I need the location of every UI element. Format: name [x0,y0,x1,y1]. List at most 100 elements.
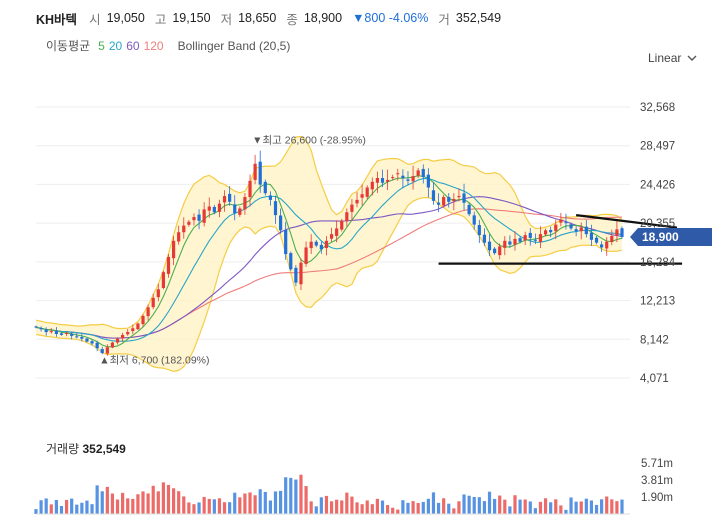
volume-bar [192,504,196,514]
volume-bar [161,482,165,514]
volume-bar [620,499,624,514]
bollinger-label[interactable]: Bollinger Band (20,5) [177,38,291,53]
volume-bar [64,499,69,514]
ma-60[interactable]: 60 [126,38,140,53]
volume-bar [518,499,522,514]
volume-bar [309,501,313,514]
candle-body [319,244,323,250]
volume-bar [289,477,293,514]
candle-body [90,341,94,344]
candle-body [126,332,130,335]
volume-tick-label: 1.90m [641,492,673,504]
volume-bar [584,498,588,514]
candle-body [70,333,74,336]
volume-bar [268,500,272,514]
volume-bar [263,491,267,514]
candle-body [391,177,395,179]
volume-bar [171,488,176,514]
volume-bar [90,504,94,514]
candle-body [34,326,38,328]
volume-bar [360,504,364,514]
candle-body [304,247,308,264]
volume-bar [121,492,125,514]
volume-bar [442,498,446,514]
candle-body [523,235,527,241]
candle-body [202,209,206,223]
candle-body [187,221,191,225]
volume-bar [314,506,318,514]
candle-body [477,225,481,236]
volume-bar [49,504,53,514]
volume-bar [75,504,79,514]
volume-bar [574,501,578,514]
volume-value: 352,549 [455,11,502,25]
candle-body [243,197,247,210]
candle-body [294,267,298,283]
candle-body [467,204,471,215]
candle-body [360,194,364,198]
candle-body [543,230,548,235]
volume-bar [156,491,160,514]
candle-body [171,240,176,259]
volume-bar [95,485,99,514]
candle-body [411,176,415,182]
candle-body [258,161,262,185]
close-label: 종 [286,12,298,27]
scale-dropdown[interactable]: Linear [648,51,697,65]
candle-body [309,241,313,249]
volume-bar [569,497,573,514]
y-tick-label: 20,355 [640,218,675,230]
candle-body [559,219,563,223]
volume-bar [605,496,609,514]
volume-bar [472,497,476,514]
volume-bar [350,496,354,514]
candle-body [416,170,420,176]
volume-bar [411,501,415,514]
last-price-tag: 18,900 [630,227,712,246]
high-value: 19,150 [172,11,211,25]
volume-bar [54,500,58,514]
candle-body [64,333,69,335]
candle-body [278,215,283,231]
volume-bar [141,491,145,514]
stock-name: KH바텍 [36,12,78,27]
candle-body [141,315,145,325]
candle-body [594,237,599,243]
volume-bar [386,505,390,514]
candle-body [228,193,232,202]
candle-body [538,234,543,242]
volume-tick-label: 5.71m [641,458,673,470]
volume-bar [467,495,471,514]
volume-bar [396,509,400,514]
ma-120[interactable]: 120 [143,38,164,53]
volume-bar [416,503,420,514]
volume-bar [273,491,278,514]
volume-bar [217,498,222,514]
volume-title-value: 352,549 [82,442,126,456]
candle-body [329,234,334,239]
candle-body [75,336,79,338]
volume-bar [482,501,487,514]
annotations: ▼최고 26,600 (-28.95%) ▲최저 6,700 (182.09%) [99,135,366,367]
ma-20[interactable]: 20 [108,38,123,53]
candle-body [600,244,604,248]
volume-bar [187,502,191,514]
volume-bar [126,498,130,514]
volume-bar [222,502,227,514]
y-tick-label: 28,497 [640,141,675,153]
grid-lines [36,106,630,379]
volume-bar [401,500,405,514]
volume-bar [329,501,334,514]
candle-body [136,323,140,330]
volume-bar [166,484,171,514]
candle-body [508,241,512,245]
candle-body [498,246,502,256]
candle-body [452,198,456,201]
high-annotation: ▼최고 26,600 (-28.95%) [252,135,366,147]
ma-5[interactable]: 5 [98,38,105,53]
candle-body [100,349,104,353]
volume-bar [238,497,242,514]
candle-body [131,328,135,332]
volume-bar [136,494,140,514]
